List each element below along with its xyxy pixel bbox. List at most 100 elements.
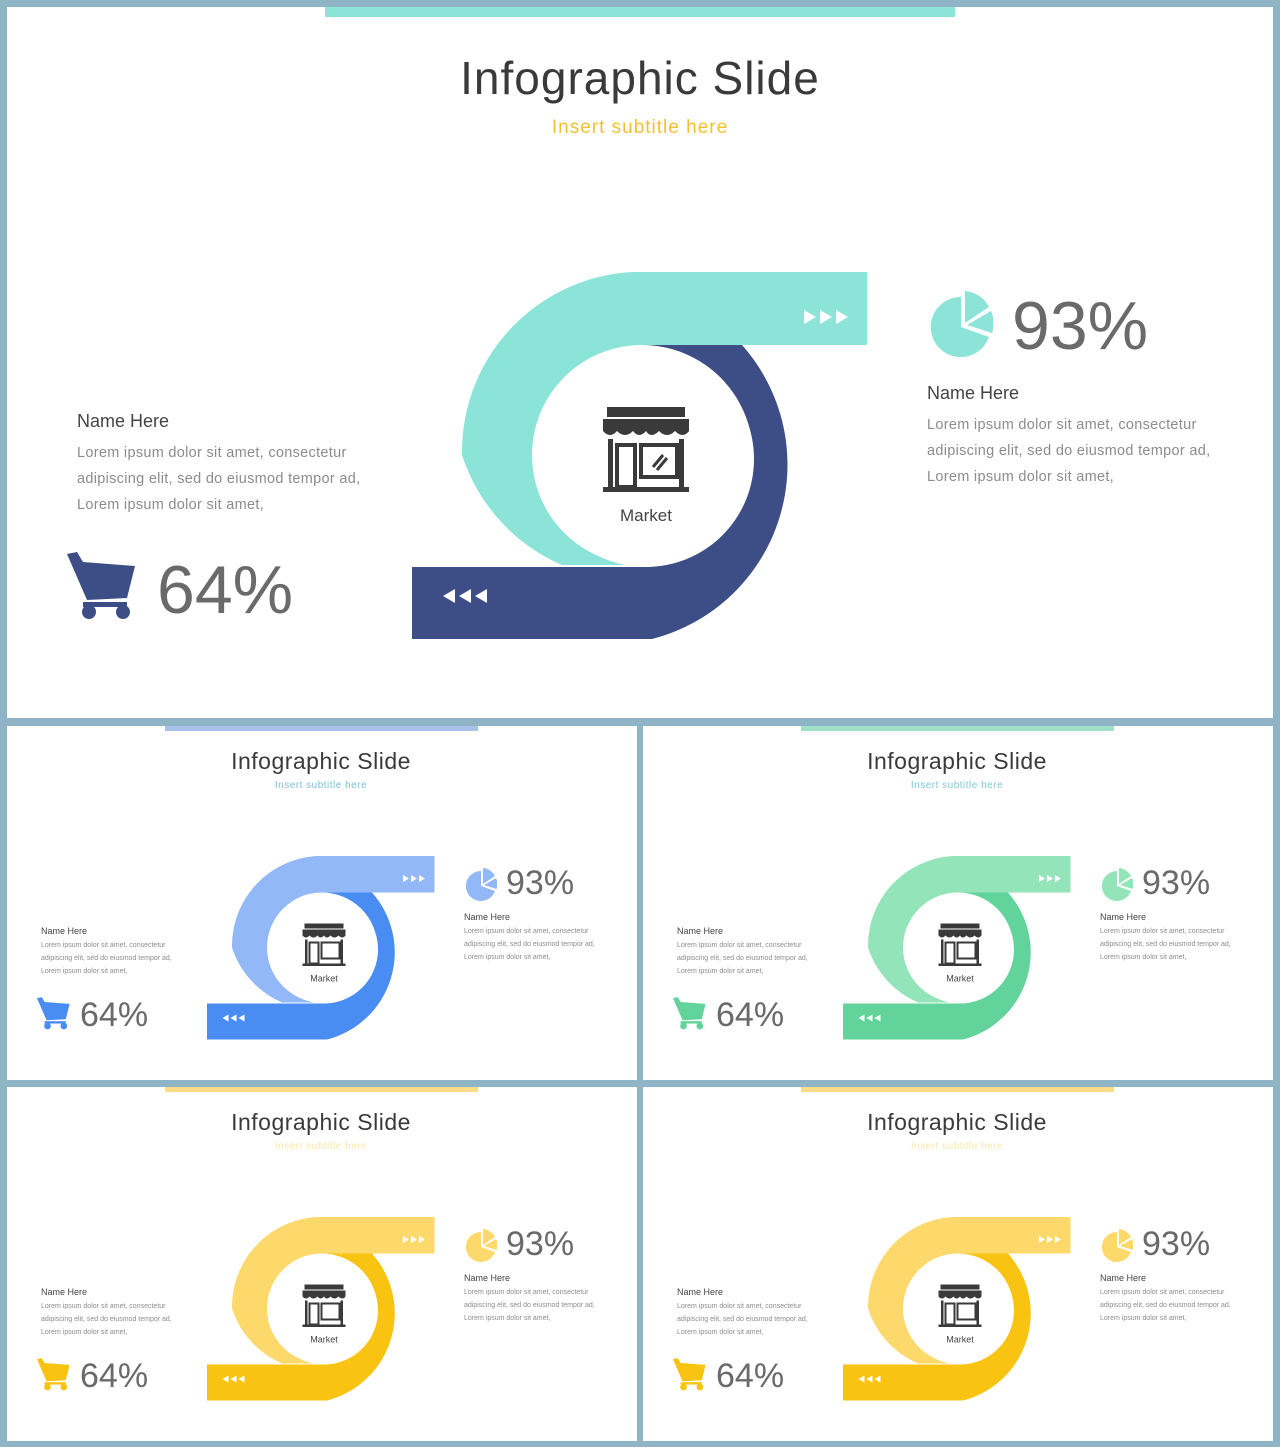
right-percentage: 93% [1142,1225,1211,1263]
storefront-icon [938,923,982,966]
pie-chart-icon [465,1229,497,1262]
light-arc-band [867,856,1071,1003]
s-shape-graphic: Market [843,1217,1071,1401]
dark-arc-band [843,892,1031,1040]
triple-arrow-right-icon [1039,1236,1061,1243]
center-circle [906,1256,1014,1365]
slide-title: Infographic Slide [231,1109,411,1135]
pie-chart-icon [1101,868,1133,901]
left-description: Lorem ipsum dolor sit amet, consectetur … [77,445,361,513]
shopping-cart-icon [67,552,135,619]
pie-chart-icon [465,868,497,901]
center-label: Market [310,974,338,984]
left-name: Name Here [677,1287,724,1297]
right-percentage: 93% [506,1225,575,1263]
left-text-block: Name Here Lorem ipsum dolor sit amet, co… [41,926,191,978]
right-percentage: 93% [506,864,575,902]
right-description: Lorem ipsum dolor sit amet, consectetur … [1100,928,1231,961]
light-arc-band [231,1217,435,1364]
slide-top-accent-bar [325,7,955,17]
slide-subtitle: Insert subtitle here [274,1141,368,1152]
right-text-block: Name Here Lorem ipsum dolor sit amet, co… [464,912,614,964]
storefront-icon [603,407,689,492]
slide-title: Infographic Slide [867,748,1047,774]
light-arc-band [461,272,867,565]
left-percentage: 64% [716,996,785,1034]
triple-arrow-left-icon [858,1375,881,1383]
left-percentage: 64% [80,1357,149,1395]
left-percentage: 64% [157,552,294,628]
left-percentage: 64% [80,996,149,1034]
right-text-block: Name Here Lorem ipsum dolor sit amet, co… [927,383,1227,490]
shopping-cart-icon [672,1358,706,1391]
right-name: Name Here [464,912,511,922]
right-description: Lorem ipsum dolor sit amet, consectetur … [1100,1289,1231,1322]
light-arc-band [867,1217,1071,1364]
s-shape-graphic: Market [843,856,1071,1040]
center-label: Market [620,506,672,525]
s-shape-graphic: Market [412,272,867,639]
left-name: Name Here [41,926,88,936]
slide-title: Infographic Slide [867,1109,1047,1135]
thumbnail-slide[interactable]: Infographic Slide Insert subtitle here M… [7,1087,637,1441]
triple-arrow-right-icon [1039,875,1061,882]
slide-subtitle: Insert subtitle here [910,1141,1004,1152]
right-text-block: Name Here Lorem ipsum dolor sit amet, co… [1100,1273,1250,1325]
dark-arc-band [412,345,788,639]
left-name: Name Here [41,1287,88,1297]
storefront-icon [302,923,346,966]
pie-chart-icon [930,291,993,357]
left-text-block: Name Here Lorem ipsum dolor sit amet, co… [41,1287,191,1339]
main-slide[interactable]: Infographic Slide Insert subtitle here [7,7,1273,718]
right-name: Name Here [1100,912,1147,922]
shopping-cart-icon [672,997,706,1030]
slide-title: Infographic Slide [231,748,411,774]
center-circle [270,895,378,1004]
slide-subtitle: Insert subtitle here [910,780,1004,791]
left-text-block: Name Here Lorem ipsum dolor sit amet, co… [77,411,377,518]
right-name: Name Here [464,1273,511,1283]
left-description: Lorem ipsum dolor sit amet, consectetur … [677,1303,808,1336]
pie-chart-icon [1101,1229,1133,1262]
slide-top-accent-bar [165,726,478,731]
right-text-block: Name Here Lorem ipsum dolor sit amet, co… [464,1273,614,1325]
left-text-block: Name Here Lorem ipsum dolor sit amet, co… [677,1287,827,1339]
s-shape-graphic: Market [207,1217,435,1401]
center-circle [270,1256,378,1365]
triple-arrow-left-icon [222,1375,245,1383]
triple-arrow-right-icon [804,310,848,324]
right-name: Name Here [927,383,1020,403]
left-description: Lorem ipsum dolor sit amet, consectetur … [41,1303,172,1336]
right-percentage: 93% [1012,288,1149,364]
right-name: Name Here [1100,1273,1147,1283]
slide-top-accent-bar [801,726,1114,731]
triple-arrow-left-icon [858,1014,881,1022]
center-circle [538,351,754,567]
s-shape-graphic: Market [207,856,435,1040]
storefront-icon [302,1284,346,1327]
slide-top-accent-bar [801,1087,1114,1092]
thumbnail-slide[interactable]: Infographic Slide Insert subtitle here M… [643,1087,1273,1441]
right-description: Lorem ipsum dolor sit amet, consectetur … [927,417,1211,485]
triple-arrow-right-icon [403,875,425,882]
left-name: Name Here [677,926,724,936]
right-description: Lorem ipsum dolor sit amet, consectetur … [464,928,595,961]
slide-subtitle: Insert subtitle here [551,117,729,138]
center-label: Market [310,1335,338,1345]
left-text-block: Name Here Lorem ipsum dolor sit amet, co… [677,926,827,978]
triple-arrow-left-icon [222,1014,245,1022]
shopping-cart-icon [36,1358,70,1391]
triple-arrow-left-icon [443,589,487,603]
light-arc-band [231,856,435,1003]
left-name: Name Here [77,411,170,431]
shopping-cart-icon [36,997,70,1030]
dark-arc-band [843,1253,1031,1401]
thumbnail-slide[interactable]: Infographic Slide Insert subtitle here M… [7,726,637,1080]
left-percentage: 64% [716,1357,785,1395]
left-description: Lorem ipsum dolor sit amet, consectetur … [41,942,172,975]
slide-title: Infographic Slide [460,52,820,104]
thumbnail-slide[interactable]: Infographic Slide Insert subtitle here M… [643,726,1273,1080]
right-description: Lorem ipsum dolor sit amet, consectetur … [464,1289,595,1322]
right-text-block: Name Here Lorem ipsum dolor sit amet, co… [1100,912,1250,964]
dark-arc-band [207,1253,395,1401]
